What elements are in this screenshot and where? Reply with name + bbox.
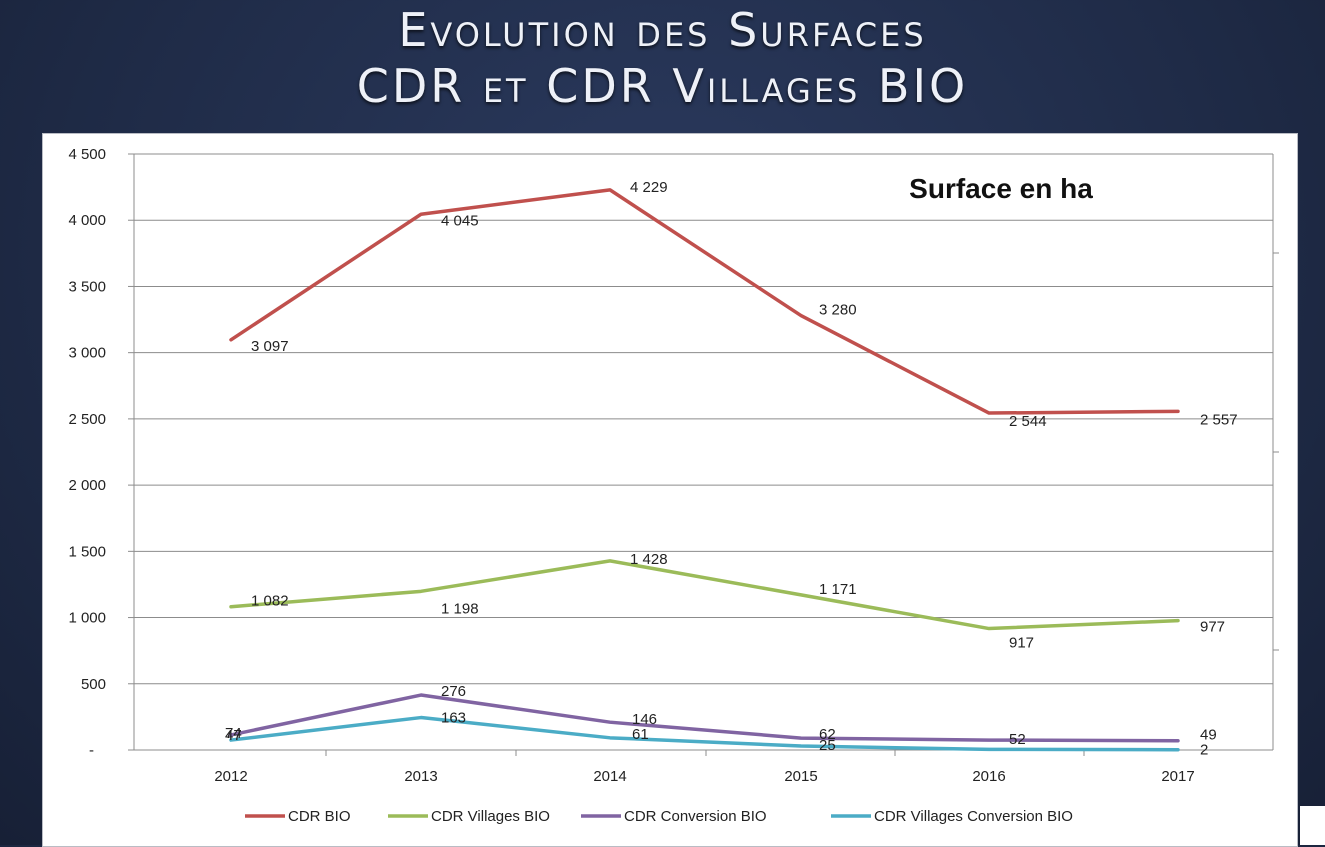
xtick-label-2015: 2015 — [784, 768, 817, 785]
ytick-label-5: 2 500 — [68, 411, 106, 428]
xtick-label-2012: 2012 — [214, 768, 247, 785]
slide-title-line1: Evolution des Surfaces — [398, 3, 927, 57]
grid-lines — [134, 153, 1273, 751]
data-label-s0-2016: 2 544 — [1009, 413, 1047, 430]
series-line-3 — [229, 715, 1180, 752]
series-line-1 — [229, 559, 1180, 631]
chart-annotation: Surface en ha — [909, 173, 1093, 204]
data-label-s3-2012: 47 — [225, 727, 242, 744]
ytick-label-0: - — [89, 742, 94, 759]
data-label-s1-2013: 1 198 — [441, 600, 479, 617]
data-label-s0-2017: 2 557 — [1200, 411, 1238, 428]
corner-box — [1300, 806, 1325, 845]
data-label-s0-2015: 3 280 — [819, 302, 857, 319]
series-lines — [229, 188, 1180, 752]
data-label-s1-2017: 977 — [1200, 619, 1225, 636]
ytick-label-7: 3 500 — [68, 278, 106, 295]
legend-label-2: CDR Conversion BIO — [624, 808, 767, 825]
ytick-label-8: 4 000 — [68, 212, 106, 229]
data-label-s0-2014: 4 229 — [630, 179, 668, 196]
data-label-s2-2013: 276 — [441, 683, 466, 700]
xtick-label-2013: 2013 — [404, 768, 437, 785]
y-axis-ticks: - 500 1 000 1 500 2 000 2 500 3 000 3 500 4 000 4… — [68, 146, 106, 759]
slide-title: Evolution des Surfaces CDR et CDR Villag… — [0, 2, 1325, 114]
ytick-label-4: 2 000 — [68, 477, 106, 494]
data-label-s3-2014: 61 — [632, 726, 649, 743]
data-label-s3-2015: 25 — [819, 737, 836, 754]
data-label-s2-2017: 49 — [1200, 727, 1217, 744]
data-labels: 3 097 4 045 4 229 3 280 2 544 2 557 1 082 1 198… — [225, 179, 1238, 759]
xtick-label-2017: 2017 — [1161, 768, 1194, 785]
series-line-0 — [229, 188, 1180, 415]
series-line-2 — [229, 693, 1180, 743]
ytick-label-2: 1 000 — [68, 610, 106, 627]
data-label-s0-2013: 4 045 — [441, 212, 479, 229]
slide-title-line2: CDR et CDR Villages BIO — [356, 59, 969, 113]
xtick-label-2016: 2016 — [972, 768, 1005, 785]
data-label-s3-2017: 2 — [1200, 742, 1208, 759]
data-label-s2-2014: 146 — [632, 711, 657, 728]
ytick-label-1: 500 — [81, 676, 106, 693]
xtick-label-2014: 2014 — [593, 768, 626, 785]
x-axis-ticks: 2012 2013 2014 2015 2016 2017 — [214, 768, 1194, 785]
data-label-s1-2014: 1 428 — [630, 551, 668, 568]
legend-label-0: CDR BIO — [288, 808, 351, 825]
data-label-s1-2012: 1 082 — [251, 593, 289, 610]
legend: CDR BIO CDR Villages BIO CDR Conversion BI… — [245, 808, 1073, 825]
data-label-s2-2015: 62 — [819, 726, 836, 743]
ytick-label-3: 1 500 — [68, 543, 106, 560]
data-label-s0-2012: 3 097 — [251, 338, 289, 355]
legend-label-1: CDR Villages BIO — [431, 808, 550, 825]
ytick-label-6: 3 000 — [68, 345, 106, 362]
data-label-s3-2013: 163 — [441, 710, 466, 727]
ytick-label-9: 4 500 — [68, 146, 106, 163]
data-label-s1-2016: 917 — [1009, 635, 1034, 652]
data-label-s2-2016: 52 — [1009, 731, 1026, 748]
legend-label-3: CDR Villages Conversion BIO — [874, 808, 1073, 825]
data-label-s2-2012: 74 — [225, 725, 242, 742]
data-label-s1-2015: 1 171 — [819, 581, 857, 598]
axes — [128, 153, 1279, 756]
